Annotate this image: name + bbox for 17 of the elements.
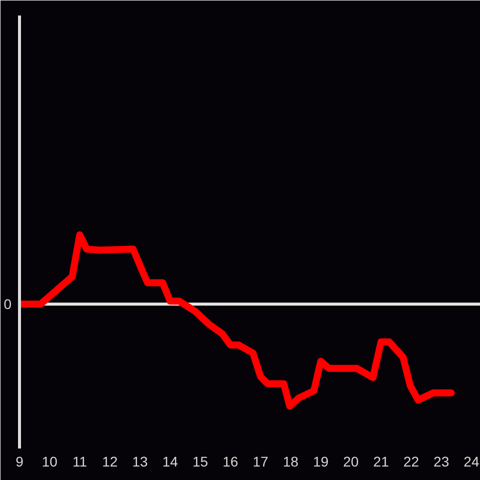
x-tick-label: 17 bbox=[252, 454, 269, 470]
x-tick-label: 19 bbox=[313, 454, 329, 470]
x-tick-label: 11 bbox=[72, 454, 88, 470]
x-tick-label: 9 bbox=[16, 454, 24, 470]
x-tick-label: 10 bbox=[42, 454, 58, 470]
x-tick-label: 14 bbox=[162, 454, 178, 470]
x-tick-label: 16 bbox=[222, 454, 238, 470]
x-tick-label: 15 bbox=[192, 454, 208, 470]
x-tick-label: 22 bbox=[403, 454, 420, 470]
x-tick-label: 24 bbox=[464, 454, 480, 470]
x-tick-label: 21 bbox=[373, 454, 390, 470]
x-tick-label: 13 bbox=[132, 454, 148, 470]
ref-line-label: 0 bbox=[4, 296, 12, 312]
x-tick-label: 18 bbox=[282, 454, 299, 470]
x-tick-label: 20 bbox=[343, 454, 359, 470]
x-tick-label: 23 bbox=[434, 454, 450, 470]
x-tick-label: 12 bbox=[102, 454, 118, 470]
